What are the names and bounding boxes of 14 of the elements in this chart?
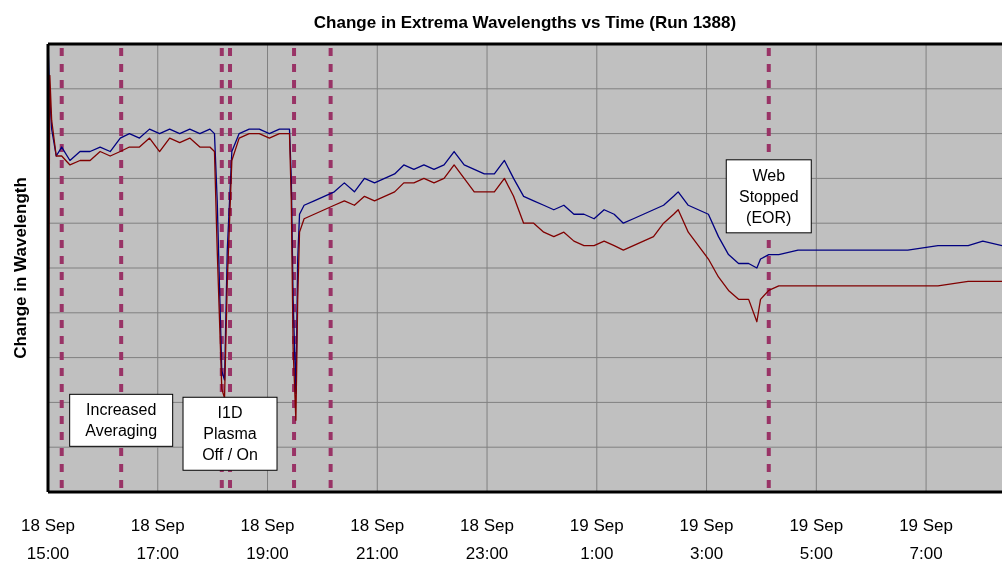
x-tick-label: 18 Sep 19:00 — [240, 516, 295, 563]
x-tick-label: 18 Sep 15:00 — [21, 516, 75, 563]
x-tick-label: 19 Sep 7:00 — [899, 516, 954, 563]
annotation: Increased Averaging — [85, 401, 158, 440]
x-tick-label: 18 Sep 17:00 — [130, 516, 185, 563]
annotation: I1D Plasma Off / On — [202, 404, 258, 464]
x-tick-label: 19 Sep 1:00 — [569, 516, 624, 563]
y-axis-title: Change in Wavelength — [11, 177, 30, 359]
annotation: Web Stopped (EOR) — [738, 166, 799, 226]
x-tick-label: 18 Sep 21:00 — [350, 516, 405, 563]
x-tick-label: 19 Sep 3:00 — [679, 516, 734, 563]
chart-title: Change in Extrema Wavelengths vs Time (Run 1388) — [313, 13, 737, 32]
x-tick-label: 19 Sep 5:00 — [789, 516, 844, 563]
x-tick-label: 18 Sep 23:00 — [460, 516, 514, 563]
